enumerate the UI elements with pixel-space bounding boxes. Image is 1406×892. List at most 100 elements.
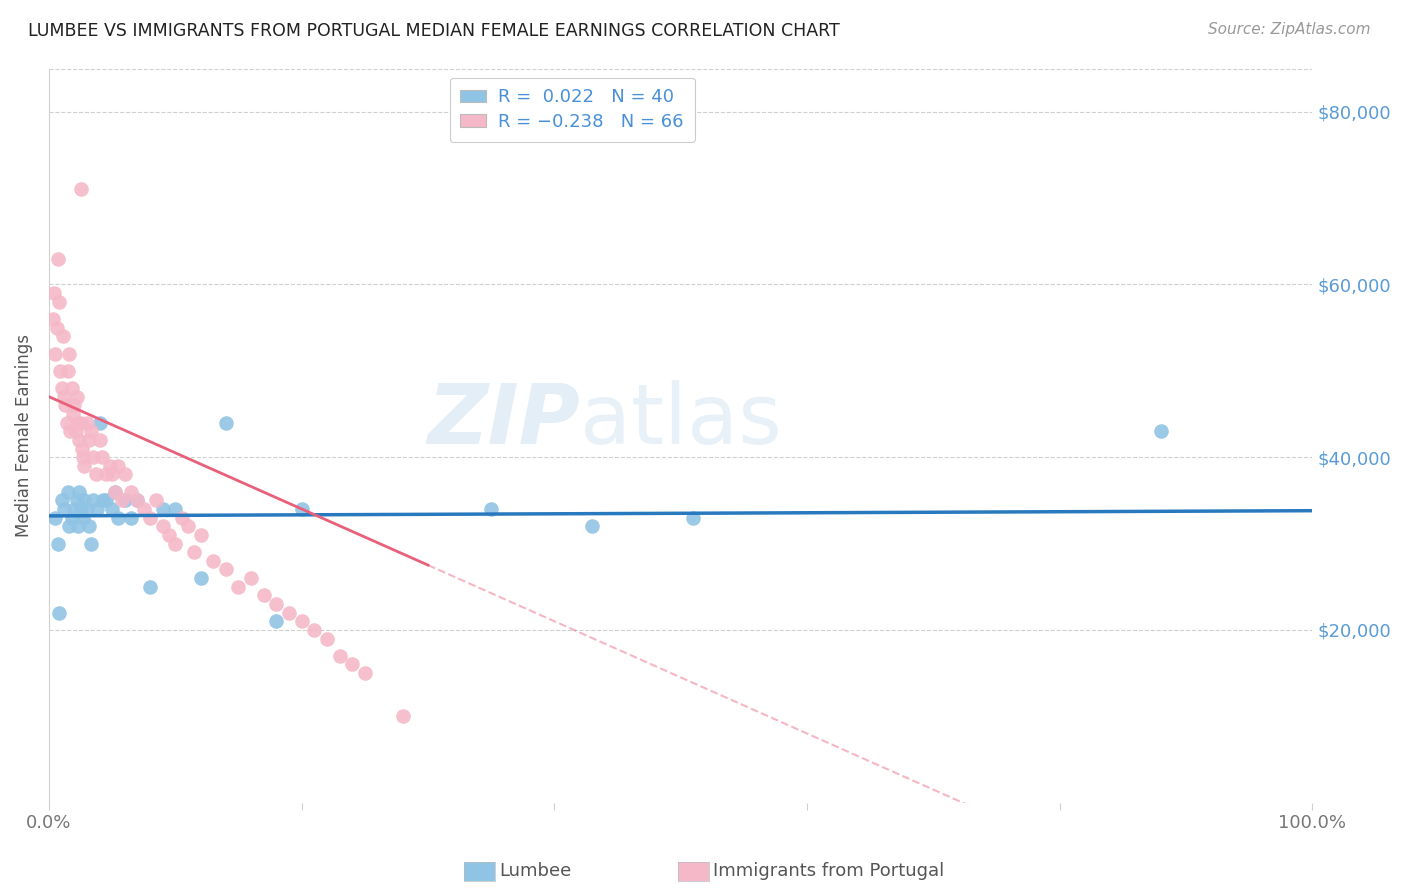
Point bbox=[76, 416, 98, 430]
Point bbox=[66, 519, 89, 533]
Text: atlas: atlas bbox=[579, 380, 782, 461]
Point bbox=[51, 493, 73, 508]
Point bbox=[69, 416, 91, 430]
Point bbox=[278, 606, 301, 620]
Point bbox=[127, 493, 149, 508]
Point bbox=[291, 502, 314, 516]
Point bbox=[73, 493, 96, 508]
Point bbox=[45, 320, 67, 334]
Point bbox=[304, 623, 326, 637]
Point bbox=[89, 416, 111, 430]
Point bbox=[42, 286, 65, 301]
Point bbox=[42, 312, 65, 326]
Legend: R =  0.022   N = 40, R = −0.238   N = 66: R = 0.022 N = 40, R = −0.238 N = 66 bbox=[450, 78, 695, 142]
Text: LUMBEE VS IMMIGRANTS FROM PORTUGAL MEDIAN FEMALE EARNINGS CORRELATION CHART: LUMBEE VS IMMIGRANTS FROM PORTUGAL MEDIA… bbox=[28, 22, 839, 40]
Point bbox=[353, 666, 375, 681]
Point bbox=[391, 709, 413, 723]
Point bbox=[111, 493, 134, 508]
Point bbox=[139, 510, 162, 524]
Point bbox=[114, 493, 136, 508]
Point bbox=[145, 493, 167, 508]
Point bbox=[91, 450, 114, 464]
Point bbox=[120, 510, 142, 524]
Point bbox=[104, 484, 127, 499]
Point bbox=[177, 519, 200, 533]
Point bbox=[67, 484, 90, 499]
Point bbox=[79, 424, 101, 438]
Point bbox=[152, 519, 174, 533]
Point bbox=[69, 182, 91, 196]
Point bbox=[266, 597, 288, 611]
Y-axis label: Median Female Earnings: Median Female Earnings bbox=[15, 334, 32, 537]
Point bbox=[76, 502, 98, 516]
Point bbox=[89, 433, 111, 447]
Point bbox=[228, 580, 250, 594]
Point bbox=[139, 580, 162, 594]
Point bbox=[72, 450, 94, 464]
Point bbox=[104, 484, 127, 499]
Point bbox=[65, 424, 87, 438]
Point bbox=[52, 329, 75, 343]
Point bbox=[215, 562, 238, 576]
Point bbox=[59, 424, 82, 438]
Point bbox=[82, 493, 104, 508]
Point bbox=[56, 484, 79, 499]
Point bbox=[253, 588, 276, 602]
Point bbox=[70, 442, 93, 456]
Point bbox=[84, 467, 107, 482]
Point bbox=[79, 536, 101, 550]
Point bbox=[101, 467, 124, 482]
Point bbox=[107, 458, 129, 473]
Point bbox=[72, 510, 94, 524]
Point bbox=[53, 502, 76, 516]
Point bbox=[1150, 424, 1173, 438]
Point bbox=[58, 519, 80, 533]
Point bbox=[48, 606, 70, 620]
Point bbox=[62, 407, 84, 421]
Point bbox=[56, 364, 79, 378]
Point bbox=[79, 519, 101, 533]
Point bbox=[66, 390, 89, 404]
Point bbox=[58, 346, 80, 360]
Point bbox=[63, 502, 86, 516]
Point bbox=[94, 493, 117, 508]
Point bbox=[66, 493, 89, 508]
Point bbox=[101, 502, 124, 516]
Point bbox=[55, 398, 77, 412]
Point bbox=[86, 502, 108, 516]
Point bbox=[202, 554, 225, 568]
Point bbox=[120, 484, 142, 499]
Point bbox=[215, 416, 238, 430]
Text: Source: ZipAtlas.com: Source: ZipAtlas.com bbox=[1208, 22, 1371, 37]
Text: Lumbee: Lumbee bbox=[499, 863, 571, 880]
Point bbox=[240, 571, 263, 585]
Point bbox=[53, 390, 76, 404]
Point bbox=[170, 510, 193, 524]
Point bbox=[479, 502, 502, 516]
Point bbox=[55, 416, 77, 430]
Point bbox=[316, 632, 339, 646]
Point bbox=[98, 458, 121, 473]
Point bbox=[49, 364, 72, 378]
Point bbox=[46, 536, 69, 550]
Point bbox=[44, 346, 66, 360]
Point bbox=[266, 614, 288, 628]
Point bbox=[329, 648, 352, 663]
Point bbox=[94, 467, 117, 482]
Point bbox=[73, 458, 96, 473]
Point bbox=[682, 510, 704, 524]
Point bbox=[44, 510, 66, 524]
Point bbox=[51, 381, 73, 395]
Point bbox=[581, 519, 603, 533]
Point bbox=[291, 614, 314, 628]
Point bbox=[60, 381, 83, 395]
Point bbox=[48, 294, 70, 309]
Point bbox=[190, 571, 212, 585]
Point bbox=[91, 493, 114, 508]
Point bbox=[132, 502, 155, 516]
Point bbox=[183, 545, 205, 559]
Point bbox=[107, 510, 129, 524]
Point bbox=[63, 398, 86, 412]
Point bbox=[152, 502, 174, 516]
Point bbox=[157, 528, 180, 542]
